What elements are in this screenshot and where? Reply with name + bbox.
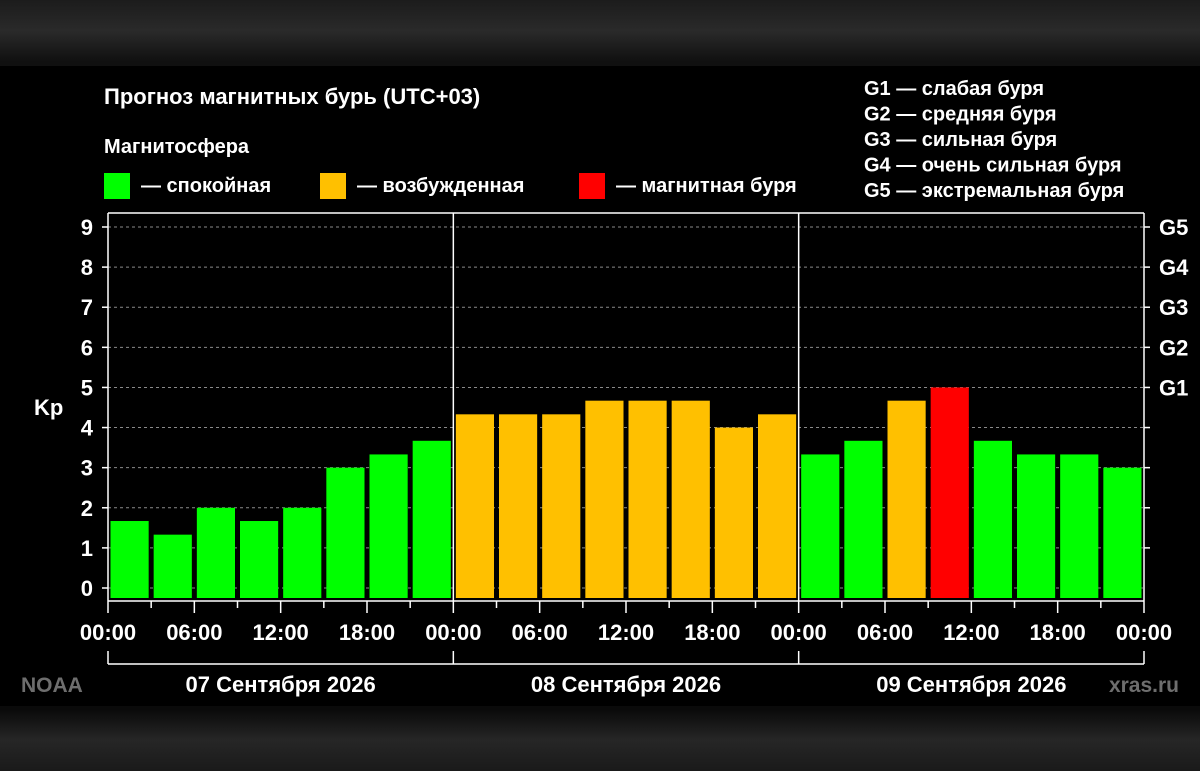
y-tick-label-2: 2 xyxy=(81,496,93,521)
x-tick-label-1: 06:00 xyxy=(166,620,222,645)
y-tick-label-0: 0 xyxy=(81,576,93,601)
footer: NOAA xras.ru xyxy=(21,674,1179,697)
bar-9 xyxy=(499,414,538,598)
y-tick-label-1: 1 xyxy=(81,536,93,561)
forecast-panel: Прогноз магнитных бурь (UTC+03) Магнитос… xyxy=(0,66,1200,706)
x-tick-label-2: 12:00 xyxy=(253,620,309,645)
x-tick-label-11: 18:00 xyxy=(1030,620,1086,645)
axes: 0 1 2 3 4 5 6 7 8 9 G1 G2 G3 G4 G5 00:00 06:00 12:00 18:00… xyxy=(80,212,1189,697)
bar-12 xyxy=(628,400,667,598)
x-tick-label-8: 00:00 xyxy=(771,620,827,645)
g-tick-label-1: G2 xyxy=(1159,335,1188,360)
bar-22 xyxy=(1060,454,1099,598)
bar-20 xyxy=(973,440,1012,598)
x-tick-label-0: 00:00 xyxy=(80,620,136,645)
bar-5 xyxy=(326,467,365,598)
y-tick-label-8: 8 xyxy=(81,255,93,280)
x-tick-label-4: 00:00 xyxy=(425,620,481,645)
bar-15 xyxy=(758,414,797,598)
legend-label-0: — спокойная xyxy=(141,175,271,197)
y-tick-label-6: 6 xyxy=(81,335,93,360)
y-tick-label-7: 7 xyxy=(81,295,93,320)
bar-4 xyxy=(283,507,322,598)
kp-chart: Прогноз магнитных бурь (UTC+03) Магнитос… xyxy=(21,78,1189,697)
x-tick-label-5: 06:00 xyxy=(512,620,568,645)
g-legend-item-4: G5 — экстремальная буря xyxy=(864,180,1124,202)
x-tick-label-12: 00:00 xyxy=(1116,620,1172,645)
grid xyxy=(108,226,1144,589)
bar-0 xyxy=(110,521,149,598)
y-tick-label-4: 4 xyxy=(81,416,94,441)
g-legend-item-0: G1 — слабая буря xyxy=(864,78,1044,100)
storm-scale-legend: G1 — слабая буря G2 — средняя буря G3 — си… xyxy=(864,78,1124,202)
g-tick-label-0: G1 xyxy=(1159,375,1188,400)
bar-3 xyxy=(240,521,279,598)
x-tick-label-10: 12:00 xyxy=(943,620,999,645)
bar-7 xyxy=(412,440,451,598)
bar-21 xyxy=(1017,454,1056,598)
source-xras: xras.ru xyxy=(1109,674,1179,697)
bar-19 xyxy=(930,387,969,598)
legend-swatch-0 xyxy=(104,173,130,199)
bar-16 xyxy=(801,454,840,598)
legend-label-2: — магнитная буря xyxy=(616,175,797,197)
day-label-1: 08 Сентября 2026 xyxy=(531,672,721,697)
bar-23 xyxy=(1103,467,1142,598)
day-label-2: 09 Сентября 2026 xyxy=(876,672,1066,697)
y-tick-label-5: 5 xyxy=(81,375,93,400)
y-tick-label-3: 3 xyxy=(81,456,93,481)
bar-17 xyxy=(844,440,883,598)
legend-swatch-1 xyxy=(320,173,346,199)
chart-header: Прогноз магнитных бурь (UTC+03) Магнитос… xyxy=(104,84,480,158)
legend-swatch-2 xyxy=(579,173,605,199)
chart-title: Прогноз магнитных бурь (UTC+03) xyxy=(104,84,480,109)
bar-18 xyxy=(887,400,926,598)
bar-10 xyxy=(542,414,581,598)
legend-label-1: — возбужденная xyxy=(357,175,524,197)
y-axis-label: Kp xyxy=(34,395,63,420)
y-tick-label-9: 9 xyxy=(81,215,93,240)
bar-13 xyxy=(671,400,710,598)
g-legend-item-1: G2 — средняя буря xyxy=(864,104,1057,126)
bar-1 xyxy=(153,534,192,598)
bar-8 xyxy=(455,414,494,598)
g-legend-item-3: G4 — очень сильная буря xyxy=(864,155,1122,177)
x-tick-label-9: 06:00 xyxy=(857,620,913,645)
g-tick-label-4: G5 xyxy=(1159,215,1188,240)
legend-title: Магнитосфера xyxy=(104,136,250,158)
bar-11 xyxy=(585,400,624,598)
g-tick-label-2: G3 xyxy=(1159,295,1188,320)
x-tick-label-7: 18:00 xyxy=(684,620,740,645)
day-label-0: 07 Сентября 2026 xyxy=(186,672,376,697)
x-tick-label-6: 12:00 xyxy=(598,620,654,645)
g-legend-item-2: G3 — сильная буря xyxy=(864,129,1057,151)
bar-14 xyxy=(714,427,753,598)
bar-6 xyxy=(369,454,408,598)
bar-2 xyxy=(196,507,235,598)
bars xyxy=(110,387,1142,598)
source-noaa: NOAA xyxy=(21,674,83,697)
x-tick-label-3: 18:00 xyxy=(339,620,395,645)
color-legend: — спокойная — возбужденная — магнитная бур… xyxy=(104,173,797,199)
g-tick-label-3: G4 xyxy=(1159,255,1189,280)
